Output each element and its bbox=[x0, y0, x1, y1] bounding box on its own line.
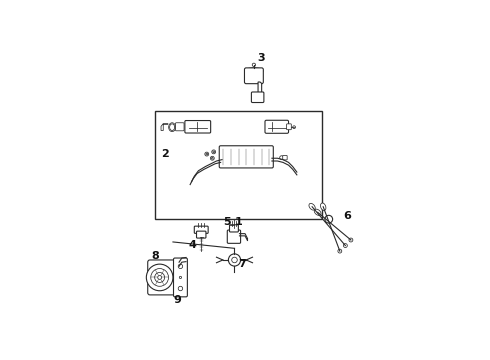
FancyBboxPatch shape bbox=[219, 146, 273, 168]
Text: 4: 4 bbox=[189, 240, 196, 250]
Circle shape bbox=[213, 151, 215, 153]
Text: 9: 9 bbox=[173, 296, 181, 305]
FancyBboxPatch shape bbox=[245, 68, 263, 84]
Ellipse shape bbox=[314, 209, 321, 215]
Circle shape bbox=[338, 249, 342, 253]
Text: 3: 3 bbox=[257, 53, 265, 63]
Circle shape bbox=[280, 156, 284, 159]
Circle shape bbox=[212, 157, 213, 159]
Circle shape bbox=[178, 264, 183, 269]
Circle shape bbox=[349, 238, 353, 242]
FancyBboxPatch shape bbox=[287, 124, 292, 130]
Text: 8: 8 bbox=[151, 251, 159, 261]
Polygon shape bbox=[258, 82, 262, 97]
Circle shape bbox=[343, 244, 347, 247]
FancyBboxPatch shape bbox=[283, 156, 287, 160]
Ellipse shape bbox=[245, 68, 263, 74]
Circle shape bbox=[212, 150, 216, 154]
Circle shape bbox=[178, 286, 183, 291]
Text: 7: 7 bbox=[238, 258, 246, 269]
FancyBboxPatch shape bbox=[251, 92, 264, 103]
FancyBboxPatch shape bbox=[196, 231, 206, 238]
Text: 5: 5 bbox=[223, 217, 231, 227]
Circle shape bbox=[293, 126, 295, 129]
Circle shape bbox=[179, 276, 182, 279]
FancyBboxPatch shape bbox=[175, 123, 184, 131]
FancyBboxPatch shape bbox=[185, 121, 211, 133]
Circle shape bbox=[147, 264, 173, 291]
Ellipse shape bbox=[170, 124, 174, 131]
Text: 6: 6 bbox=[343, 211, 351, 221]
Circle shape bbox=[206, 153, 208, 155]
FancyBboxPatch shape bbox=[195, 226, 208, 233]
Ellipse shape bbox=[309, 203, 315, 210]
Ellipse shape bbox=[169, 123, 175, 132]
Ellipse shape bbox=[320, 203, 326, 211]
Bar bbox=[155, 111, 322, 219]
FancyBboxPatch shape bbox=[173, 258, 187, 297]
Text: 2: 2 bbox=[161, 149, 169, 159]
FancyBboxPatch shape bbox=[147, 260, 181, 295]
Circle shape bbox=[228, 254, 241, 266]
Circle shape bbox=[158, 275, 162, 279]
Circle shape bbox=[205, 152, 209, 156]
FancyBboxPatch shape bbox=[265, 120, 289, 133]
Text: 1: 1 bbox=[235, 217, 243, 227]
Circle shape bbox=[151, 269, 169, 286]
FancyBboxPatch shape bbox=[227, 230, 241, 243]
Circle shape bbox=[325, 215, 333, 223]
Circle shape bbox=[210, 156, 214, 160]
Polygon shape bbox=[161, 123, 168, 131]
Circle shape bbox=[252, 63, 256, 67]
Circle shape bbox=[232, 257, 237, 263]
Circle shape bbox=[155, 273, 165, 283]
FancyBboxPatch shape bbox=[229, 225, 238, 232]
